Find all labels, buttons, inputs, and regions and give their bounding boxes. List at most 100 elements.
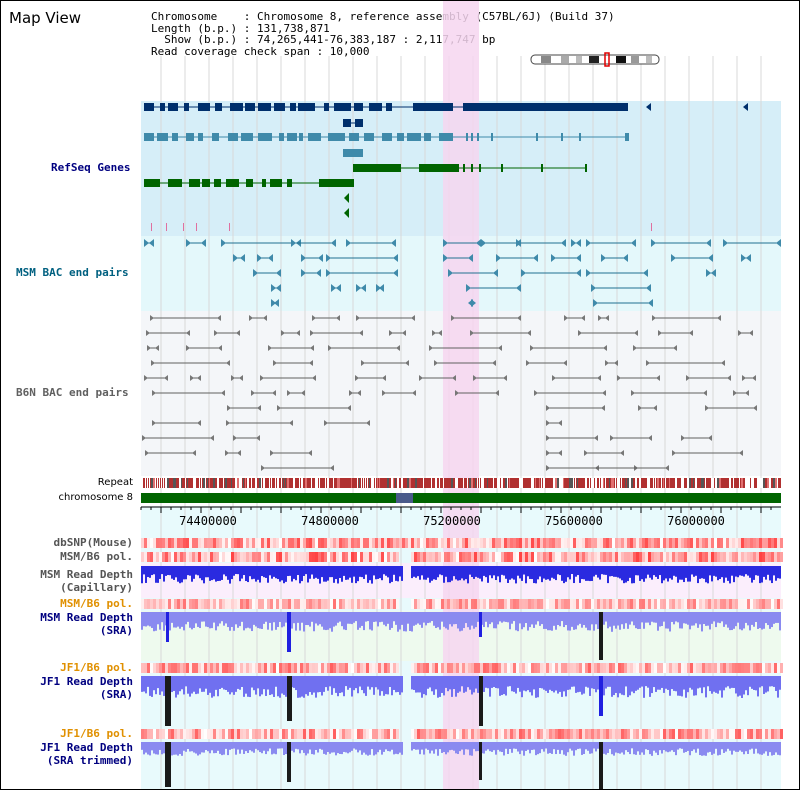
depth-bar: [713, 742, 715, 754]
repeat-block: [577, 478, 578, 488]
heat-cell: [303, 729, 306, 739]
gene-exon: [144, 103, 154, 111]
track-label-refseq[interactable]: RefSeq Genes: [51, 161, 131, 174]
depth-bar: [301, 676, 303, 697]
bac-end: [593, 299, 598, 307]
track-label-msm-depth-sra-2[interactable]: (SRA): [99, 624, 133, 637]
bac-end: [753, 405, 757, 411]
heat-cell: [261, 552, 264, 562]
depth-bar: [473, 566, 475, 579]
depth-bar: [701, 742, 703, 756]
heat-cell: [414, 552, 417, 562]
depth-bar: [563, 612, 565, 628]
heat-cell: [369, 538, 372, 548]
depth-bar: [197, 676, 199, 694]
depth-bar: [777, 742, 779, 755]
depth-bar: [559, 676, 561, 692]
track-label-msm-depth-sra-1[interactable]: MSM Read Depth: [40, 611, 133, 624]
heat-cell: [261, 599, 264, 609]
track-label-msm-b6-pol-1[interactable]: MSM/B6 pol.: [60, 550, 133, 563]
heat-cell: [600, 599, 603, 609]
heat-cell: [495, 599, 498, 609]
track-label-msm-depth-cap-1[interactable]: MSM Read Depth: [40, 568, 133, 581]
track-label-msm-depth-cap-2[interactable]: (Capillary): [60, 581, 133, 594]
depth-bar: [421, 676, 423, 698]
depth-bar: [641, 566, 643, 580]
track-label-jf1-depth-trim-1[interactable]: JF1 Read Depth: [40, 741, 133, 754]
depth-bar: [485, 676, 487, 688]
heat-cell: [351, 599, 354, 609]
heat-cell: [522, 552, 525, 562]
depth-bar: [361, 566, 363, 578]
depth-bar: [541, 566, 543, 583]
heat-cell: [642, 599, 645, 609]
heat-cell: [624, 729, 627, 739]
depth-bar: [383, 566, 385, 575]
track-label-jf1-b6-pol-1[interactable]: JF1/B6 pol.: [60, 661, 133, 674]
track-label-b6n-bac[interactable]: B6N BAC end pairs: [16, 386, 129, 399]
depth-bar: [201, 676, 203, 692]
bac-end: [584, 450, 588, 456]
depth-bar: [195, 566, 197, 575]
track-label-jf1-depth-sra-2[interactable]: (SRA): [99, 688, 133, 701]
depth-bar: [397, 742, 399, 755]
track-label-dbsnp[interactable]: dbSNP(Mouse): [53, 536, 133, 549]
depth-bar: [745, 566, 747, 575]
track-label-jf1-b6-pol-2[interactable]: JF1/B6 pol.: [60, 727, 133, 740]
axis-tick-label: 74800000: [301, 514, 359, 528]
depth-bar: [219, 612, 221, 624]
repeat-block: [167, 478, 169, 488]
heat-cell: [528, 663, 531, 673]
bac-end: [226, 360, 230, 366]
heat-cell: [711, 663, 714, 673]
ideogram-band: [616, 56, 626, 63]
depth-bar: [737, 612, 739, 623]
repeat-block: [387, 478, 389, 488]
depth-bar: [757, 612, 759, 629]
bac-end: [236, 330, 240, 336]
bac-end: [357, 390, 361, 396]
track-label-msm-b6-pol-2[interactable]: MSM/B6 pol.: [60, 597, 133, 610]
heat-cell: [426, 663, 429, 673]
depth-bar: [381, 566, 383, 581]
track-label-jf1-depth-trim-2[interactable]: (SRA trimmed): [46, 754, 133, 767]
track-label-msm-bac[interactable]: MSM BAC end pairs: [16, 266, 129, 279]
heat-cell: [777, 663, 780, 673]
heat-cell: [201, 729, 204, 739]
repeat-block: [455, 478, 457, 488]
heat-cell: [372, 663, 375, 673]
refseq-genes: [144, 103, 748, 231]
heat-cell: [444, 663, 447, 673]
depth-bar: [277, 742, 279, 749]
depth-bar: [643, 676, 645, 698]
depth-bar: [351, 676, 353, 697]
depth-bar: [453, 566, 455, 577]
heat-cell: [531, 552, 534, 562]
depth-bar: [397, 566, 399, 582]
gene-exon: [471, 133, 473, 141]
depth-bar: [381, 612, 383, 622]
bac-end: [656, 375, 660, 381]
heat-cell: [666, 663, 669, 673]
depth-bar: [607, 676, 609, 687]
heat-cell: [729, 599, 732, 609]
track-label-jf1-depth-sra-1[interactable]: JF1 Read Depth: [40, 675, 133, 688]
heat-cell: [540, 599, 543, 609]
depth-bar: [201, 742, 203, 753]
heat-cell: [756, 729, 759, 739]
heat-cell: [252, 663, 255, 673]
depth-bar: [347, 612, 349, 624]
heat-cell: [534, 538, 537, 548]
gene-exon: [287, 179, 292, 187]
heat-cell: [525, 729, 528, 739]
bac-end: [289, 420, 293, 426]
depth-bar: [195, 742, 197, 754]
heat-cell: [657, 552, 660, 562]
heat-cell: [774, 663, 777, 673]
heat-cell: [222, 599, 225, 609]
heat-cell: [294, 599, 297, 609]
depth-bar: [507, 676, 509, 687]
depth-bar: [161, 742, 163, 755]
heat-cell: [651, 552, 654, 562]
